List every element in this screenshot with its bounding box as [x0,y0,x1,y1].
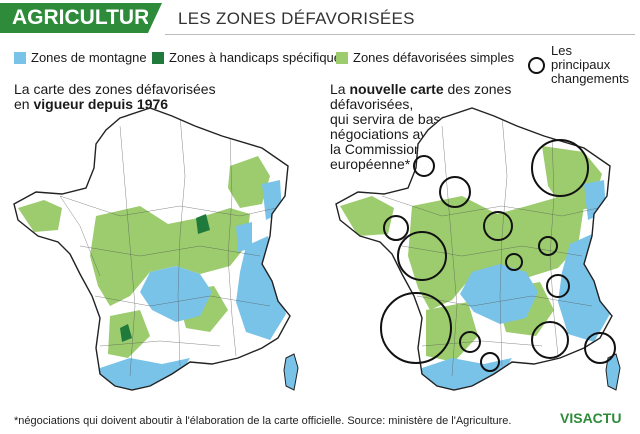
left-caption-line2-pre: en [14,96,34,112]
mountain-swatch [14,51,26,64]
right-caption-line5: européenne* [330,156,411,172]
simple-zone-brittany [18,200,62,232]
legend-changes-line2: changements [551,71,630,86]
left-map-caption: La carte des zones défavorisées en vigue… [14,82,244,112]
map-current-zones [13,107,299,391]
left-caption-bold: vigueur depuis 1976 [33,96,169,112]
corsica [283,353,299,391]
change-circle [480,352,500,372]
france-outline [335,107,613,391]
change-circle [397,231,447,281]
change-circle [546,274,570,298]
change-circle [538,236,558,256]
change-circle [380,292,452,364]
simple-zone-east [228,156,270,208]
change-circle [383,215,409,241]
legend-item-specific: Zones à handicaps spécifiques [152,50,348,65]
right-caption-pre: La [330,81,350,97]
circle-icon [528,56,545,74]
right-caption-bold: nouvelle carte [349,81,444,97]
map-new-zones [335,107,621,391]
section-tag: AGRICULTURE [0,3,163,33]
legend-label-specific: Zones à handicaps spécifiques [169,50,348,65]
change-circle [584,332,616,364]
header: AGRICULTURE LES ZONES DÉFAVORISÉES [0,0,640,36]
brand-logo: VISACTU [560,410,622,426]
right-caption-post: des zones défavorisées, [330,81,512,112]
legend-item-simple: Zones défavorisées simples [336,50,514,65]
france-outline [13,107,291,391]
footnote: *négociations qui doivent aboutir à l'él… [14,415,512,427]
specific-zone-1 [196,214,210,234]
right-caption-line4: la Commission [330,141,422,157]
left-caption-line1: La carte des zones défavorisées [14,81,216,97]
zones-layer [18,115,286,390]
simple-zone-southwest [426,302,478,362]
section-tag-notch [148,3,162,33]
change-circle [413,155,435,177]
specific-zone-2 [120,324,132,342]
legend-label-mountain: Zones de montagne [31,50,147,65]
simple-swatch [336,51,348,64]
change-circle [531,321,569,359]
legend: Zones de montagne Zones à handicaps spéc… [14,44,634,86]
legend-label-simple: Zones défavorisées simples [353,50,515,65]
change-circle [483,211,513,241]
change-circle [459,331,481,353]
mountain-massif-central [140,266,212,322]
mountain-jura [236,222,252,252]
legend-changes-line1: Les principaux [551,43,611,72]
simple-zone-center [408,196,584,310]
title-rule [165,34,635,35]
right-caption-line3: négociations avec [330,126,443,142]
mountain-massif-central [460,264,538,324]
specific-swatch [152,51,164,64]
simple-zone-center [90,206,250,306]
page-title: LES ZONES DÉFAVORISÉES [178,9,415,28]
change-circle [439,176,471,208]
legend-item-changes: Les principaux changements [528,44,634,86]
zones-layer [340,115,610,390]
legend-item-mountain: Zones de montagne [14,50,147,65]
department-borders [381,115,608,377]
change-circle [531,139,589,197]
department-borders [59,115,286,377]
corsica [605,353,621,391]
mountain-alps [236,236,286,340]
change-circle [505,253,523,271]
right-map-caption: La nouvelle carte des zones défavorisées… [330,82,580,172]
change-circles [380,139,616,372]
simple-zone-brittany [340,196,394,236]
